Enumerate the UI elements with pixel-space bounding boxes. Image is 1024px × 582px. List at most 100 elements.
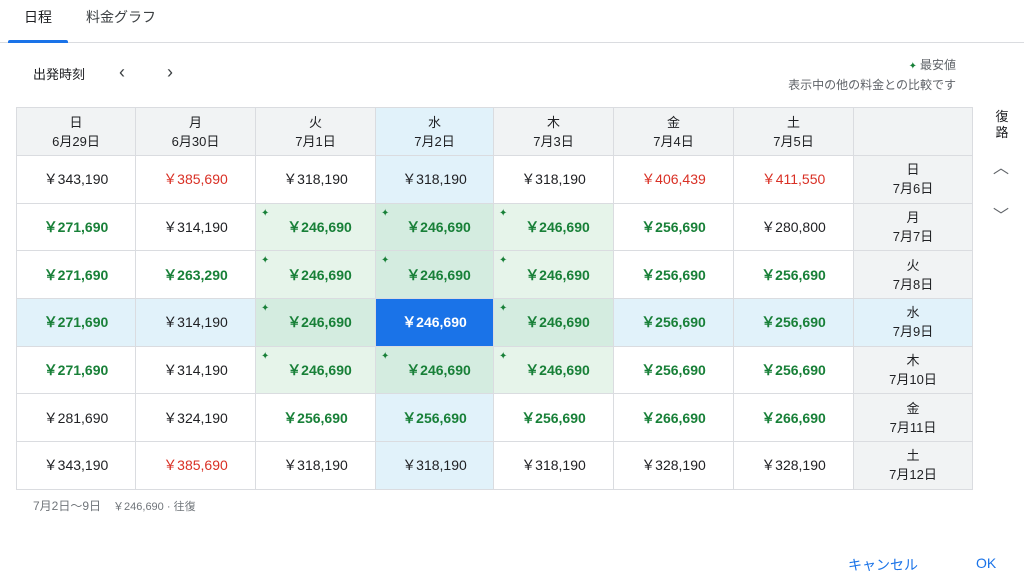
tab-schedule[interactable]: 日程 (8, 0, 68, 43)
sparkle-icon: ✦ (261, 207, 270, 219)
price-cell[interactable]: ✦ ￥246,690 (256, 346, 376, 395)
legend: ✦ 最安値 表示中の他の料金との比較です (788, 56, 956, 95)
price-cell[interactable]: ￥343,190 (17, 442, 136, 490)
price-value: ￥411,550 (761, 171, 826, 188)
price-cell[interactable]: ￥314,190 (136, 299, 256, 347)
price-value: ￥246,690 (402, 314, 467, 331)
cancel-button[interactable]: キャンセル (848, 557, 918, 573)
row-date: 7月9日 (892, 324, 934, 340)
price-cell[interactable]: ￥263,290 (136, 251, 256, 300)
column-date: 7月4日 (653, 133, 694, 149)
chevron-up-icon[interactable]: ︿ (992, 160, 1009, 177)
price-cell[interactable]: ￥266,690 (734, 394, 854, 443)
price-cell[interactable]: ✦ ￥246,690 (256, 299, 376, 347)
price-cell[interactable]: ￥385,690 (136, 156, 256, 204)
price-value: ￥318,190 (521, 171, 586, 188)
price-cell[interactable]: ￥281,690 (17, 394, 136, 443)
price-cell[interactable]: ￥256,690 (734, 299, 854, 347)
sparkle-icon: ✦ (381, 207, 390, 219)
price-cell[interactable]: ￥318,190 (376, 156, 494, 204)
column-day: 土 (786, 114, 800, 130)
price-cell[interactable]: ￥246,690 (376, 299, 494, 347)
price-cell[interactable]: ￥318,190 (376, 442, 494, 490)
price-value: ￥271,690 (43, 266, 109, 283)
sparkle-icon: ✦ (261, 255, 270, 267)
price-cell[interactable]: ✦ ￥246,690 (494, 251, 614, 300)
row-header: 金 7月11日 (854, 394, 973, 443)
price-cell[interactable]: ￥256,690 (256, 394, 376, 443)
price-value: ￥318,190 (283, 457, 348, 474)
price-cell[interactable]: ￥256,690 (614, 346, 734, 395)
price-cell[interactable]: ✦ ￥246,690 (256, 203, 376, 252)
chevron-right-icon[interactable]: › (167, 62, 173, 82)
price-value: ￥406,439 (641, 171, 706, 188)
price-value: ￥256,690 (761, 266, 826, 283)
price-cell[interactable]: ￥385,690 (136, 442, 256, 490)
price-cell[interactable]: ￥318,190 (494, 156, 614, 204)
price-cell[interactable]: ￥324,190 (136, 394, 256, 443)
price-value: ￥256,690 (641, 314, 706, 331)
price-cell[interactable]: ￥256,690 (614, 203, 734, 252)
sparkle-icon: ✦ (381, 350, 390, 362)
price-cell[interactable]: ✦ ￥246,690 (376, 203, 494, 252)
price-cell[interactable]: ￥318,190 (256, 156, 376, 204)
sparkle-icon: ✦ (499, 350, 508, 362)
legend-note: 表示中の他の料金との比較です (788, 78, 956, 92)
price-cell[interactable]: ￥280,800 (734, 203, 854, 252)
price-value: ￥256,690 (641, 266, 706, 283)
row-date: 7月7日 (892, 229, 934, 245)
price-cell[interactable]: ✦ ￥246,690 (376, 251, 494, 300)
chevron-down-icon[interactable]: ﹀ (992, 208, 1009, 225)
return-label: 復路 (995, 109, 1009, 140)
price-cell[interactable]: ￥406,439 (614, 156, 734, 204)
price-cell[interactable]: ￥271,690 (17, 251, 136, 300)
price-cell[interactable]: ✦ ￥246,690 (494, 203, 614, 252)
price-value: ￥246,690 (525, 362, 590, 379)
price-cell[interactable]: ￥328,190 (734, 442, 854, 490)
price-cell[interactable]: ￥328,190 (614, 442, 734, 490)
price-cell[interactable]: ￥256,690 (734, 346, 854, 395)
price-value: ￥318,190 (402, 457, 467, 474)
ok-button[interactable]: OK (976, 555, 997, 571)
price-cell[interactable]: ￥314,190 (136, 203, 256, 252)
price-value: ￥263,290 (163, 266, 228, 283)
column-date: 6月29日 (52, 133, 100, 149)
price-cell[interactable]: ￥266,690 (614, 394, 734, 443)
price-cell[interactable]: ￥271,690 (17, 299, 136, 347)
price-cell[interactable]: ✦ ￥246,690 (376, 346, 494, 395)
price-cell[interactable]: ￥318,190 (256, 442, 376, 490)
price-cell[interactable]: ￥256,690 (614, 251, 734, 300)
row-header: 火 7月8日 (854, 251, 973, 300)
price-value: ￥246,690 (525, 219, 590, 236)
column-date: 7月5日 (773, 133, 814, 149)
price-value: ￥256,690 (402, 409, 467, 426)
chevron-left-icon[interactable]: ‹ (119, 62, 125, 82)
column-header: 月 6月30日 (136, 108, 256, 156)
price-cell[interactable]: ￥271,690 (17, 346, 136, 395)
column-date: 6月30日 (171, 133, 220, 149)
price-value: ￥318,190 (402, 171, 467, 188)
tab-bar: 日程 料金グラフ (0, 0, 1024, 43)
price-cell[interactable]: ￥256,690 (494, 394, 614, 443)
price-cell[interactable]: ￥271,690 (17, 203, 136, 252)
column-header: 日 6月29日 (17, 108, 136, 156)
sparkle-icon: ✦ (499, 207, 508, 219)
price-cell[interactable]: ￥318,190 (494, 442, 614, 490)
price-cell[interactable]: ￥256,690 (614, 299, 734, 347)
price-cell[interactable]: ￥314,190 (136, 346, 256, 395)
tab-price-graph[interactable]: 料金グラフ (86, 0, 156, 42)
tab-schedule-label: 日程 (24, 9, 52, 25)
price-cell[interactable]: ￥256,690 (734, 251, 854, 300)
price-value: ￥280,800 (761, 219, 826, 236)
row-date: 7月8日 (892, 276, 934, 292)
price-cell[interactable]: ￥343,190 (17, 156, 136, 204)
sparkle-icon: ✦ (261, 350, 270, 362)
row-date: 7月11日 (889, 419, 937, 435)
price-cell[interactable]: ￥256,690 (376, 394, 494, 443)
price-value: ￥256,690 (761, 362, 826, 379)
price-cell[interactable]: ￥411,550 (734, 156, 854, 204)
price-cell[interactable]: ✦ ￥246,690 (494, 299, 614, 347)
price-cell[interactable]: ✦ ￥246,690 (494, 346, 614, 395)
price-cell[interactable]: ✦ ￥246,690 (256, 251, 376, 300)
price-value: ￥271,690 (43, 219, 109, 236)
